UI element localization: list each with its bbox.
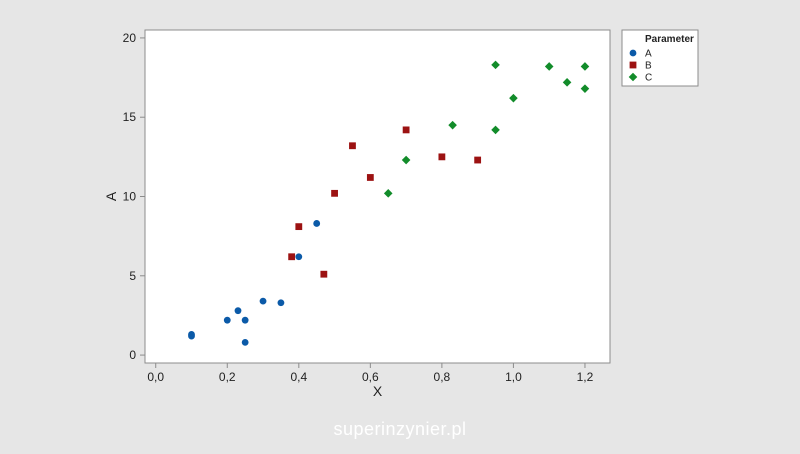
data-point-c xyxy=(544,62,554,71)
legend-marker-b xyxy=(629,61,637,69)
data-point-a xyxy=(259,297,267,305)
x-tick-label: 0,0 xyxy=(147,370,164,384)
data-point-c xyxy=(562,78,572,87)
data-points xyxy=(188,60,590,346)
data-point-a xyxy=(313,220,321,227)
legend-label-a: A xyxy=(645,49,652,60)
data-point-c xyxy=(491,60,500,70)
y-tick-label: 0 xyxy=(129,348,136,362)
legend-label-b: B xyxy=(645,61,652,72)
y-tick-label: 10 xyxy=(123,190,137,204)
watermark-text: superinzynier.pl xyxy=(333,419,467,439)
data-point-a xyxy=(277,299,285,307)
x-tick-label: 0,8 xyxy=(434,370,451,384)
x-axis: 0,0 0,2 0,4 0,6 0,8 1,0 1,2 xyxy=(147,363,594,384)
data-point-a xyxy=(223,316,231,324)
data-point-c xyxy=(509,93,518,103)
data-point-a xyxy=(234,307,242,315)
y-axis: 0 5 10 15 20 xyxy=(123,31,145,362)
x-tick-label: 0,2 xyxy=(219,370,236,384)
data-point-a xyxy=(295,253,303,261)
data-point-a xyxy=(241,316,249,324)
data-point-b xyxy=(438,153,446,161)
y-axis-title: A xyxy=(103,191,119,201)
data-point-c xyxy=(491,125,500,135)
data-point-c xyxy=(580,84,590,93)
legend-marker-a xyxy=(629,49,637,57)
y-tick-label: 20 xyxy=(123,31,137,45)
data-point-c xyxy=(401,155,411,165)
data-point-b xyxy=(474,156,482,164)
data-point-b xyxy=(288,253,296,261)
data-point-b xyxy=(402,126,410,134)
data-point-a xyxy=(188,332,195,340)
data-point-a xyxy=(241,338,249,346)
legend-label-c: C xyxy=(645,73,652,84)
plot-area xyxy=(144,29,611,364)
x-tick-label: 1,2 xyxy=(577,370,594,384)
x-tick-label: 0,6 xyxy=(362,370,379,384)
x-tick-label: 0,4 xyxy=(290,370,307,384)
x-axis-title: X xyxy=(373,383,383,399)
legend-marker-c xyxy=(628,72,638,82)
data-point-b xyxy=(349,142,356,150)
data-point-b xyxy=(331,189,338,197)
data-point-b xyxy=(366,174,374,181)
legend: Parameter ABC xyxy=(621,29,699,87)
data-point-c xyxy=(448,120,457,130)
y-tick-label: 5 xyxy=(129,269,136,283)
data-point-c xyxy=(580,62,590,71)
x-tick-label: 1,0 xyxy=(505,370,522,384)
data-point-c xyxy=(383,189,393,198)
data-point-b xyxy=(295,223,303,231)
data-point-b xyxy=(320,270,328,278)
legend-title: Parameter xyxy=(645,34,694,45)
y-tick-label: 15 xyxy=(123,110,137,124)
